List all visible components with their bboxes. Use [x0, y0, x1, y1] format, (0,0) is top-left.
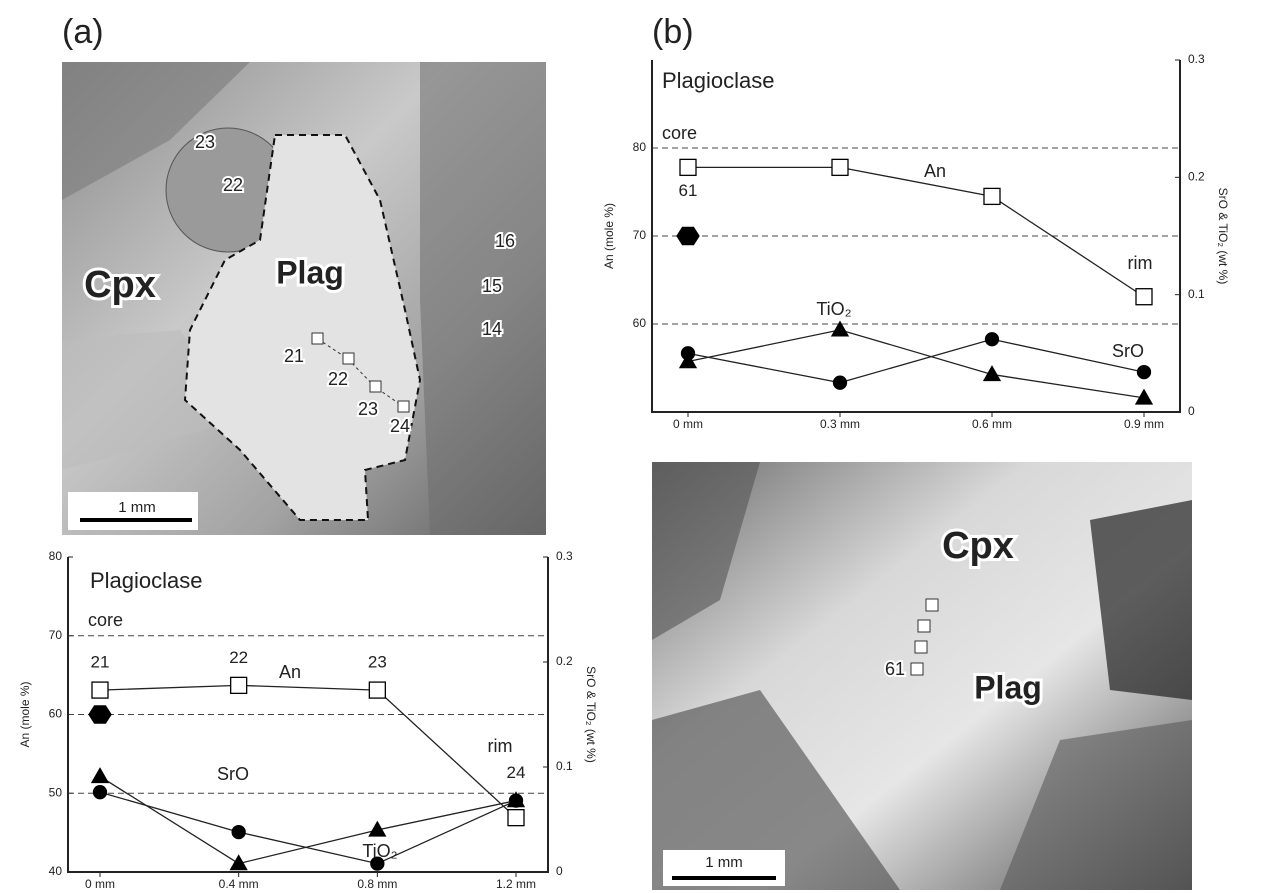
- marker-hexagon: [677, 227, 699, 244]
- figure: (a) 23 22 Cpx Plag 16 15 14 21 22 23 24 1 mm (b) Cpx Pl…: [0, 0, 1262, 893]
- y-tick-label: 80: [49, 549, 63, 563]
- x-tick-label: 0.8 mm: [357, 877, 397, 891]
- image-label: 15: [482, 276, 502, 296]
- y-axis-label: An (mole %): [18, 681, 32, 747]
- y2-axis-label: SrO & TiO₂ (wt %): [1216, 188, 1230, 285]
- image-label: Plag: [276, 254, 344, 290]
- x-tick-label: 0 mm: [673, 417, 703, 431]
- x-tick-label: 1.2 mm: [496, 877, 536, 891]
- chart-title: Plagioclase: [662, 68, 775, 93]
- y-tick-label: 40: [49, 864, 63, 878]
- annotation: rim: [1128, 253, 1153, 273]
- image-label: 21: [284, 346, 304, 366]
- y2-tick-label: 0.1: [556, 759, 573, 773]
- y2-tick-label: 0.3: [556, 549, 573, 563]
- y-tick-label: 70: [633, 228, 647, 242]
- annotation: rim: [488, 736, 513, 756]
- chart: 40 50 60 70 80 0 0.1 0.2 0.3 0 mm 0.4 mm 0.8 mm 1.2 …: [18, 549, 598, 891]
- marker-triangle: [92, 768, 108, 782]
- series-line: [100, 776, 516, 863]
- marker-square: [508, 810, 524, 826]
- series-name: TiO₂: [362, 841, 397, 861]
- series-line: [688, 167, 1144, 296]
- series-name: TiO₂: [816, 299, 851, 319]
- y-tick-label: 60: [633, 316, 647, 330]
- image-label: 22: [328, 369, 348, 389]
- marker-circle: [94, 786, 107, 799]
- point-label: 22: [229, 648, 248, 667]
- image-label: Cpx: [84, 264, 156, 306]
- marker-circle: [232, 826, 245, 839]
- marker-circle: [1138, 366, 1151, 379]
- marker-square: [369, 682, 385, 698]
- marker-square: [231, 677, 247, 693]
- x-tick-label: 0.6 mm: [972, 417, 1012, 431]
- image-label: Plag: [974, 669, 1042, 705]
- x-tick-label: 0.3 mm: [820, 417, 860, 431]
- marker-hexagon: [89, 706, 111, 723]
- image-label: 23: [358, 399, 378, 419]
- series-name: An: [279, 662, 301, 682]
- marker-square: [984, 188, 1000, 204]
- y2-tick-label: 0.1: [1188, 287, 1205, 301]
- x-tick-label: 0.9 mm: [1124, 417, 1164, 431]
- marker-square: [92, 682, 108, 698]
- image-label: 22: [223, 175, 243, 195]
- series-line: [100, 792, 516, 863]
- y2-tick-label: 0: [556, 864, 563, 878]
- image-label: 23: [195, 132, 215, 152]
- x-tick-label: 0 mm: [85, 877, 115, 891]
- annotation: core: [88, 610, 123, 630]
- y-axis-label: An (mole %): [602, 203, 616, 269]
- y2-tick-label: 0.2: [556, 654, 573, 668]
- image-label: 1 mm: [705, 854, 743, 871]
- y-tick-label: 70: [49, 628, 63, 642]
- y-tick-label: 50: [49, 785, 63, 799]
- chart: 60 70 80 0 0.1 0.2 0.3 0 mm 0.3 mm 0.6 mm 0.9 mm An…: [602, 52, 1230, 431]
- annotation: core: [662, 123, 697, 143]
- y-tick-label: 60: [49, 707, 63, 721]
- image-label: 1 mm: [118, 499, 156, 516]
- image-label: 16: [495, 231, 515, 251]
- image-label: 24: [390, 416, 410, 436]
- x-tick-label: 0.4 mm: [219, 877, 259, 891]
- micrograph-b: [652, 462, 1192, 890]
- panel-label: (b): [652, 13, 694, 51]
- series-line: [688, 339, 1144, 382]
- chart-title: Plagioclase: [90, 568, 203, 593]
- image-label: Cpx: [942, 525, 1014, 567]
- y2-axis-label: SrO & TiO₂ (wt %): [584, 666, 598, 763]
- marker-square: [680, 159, 696, 175]
- series-name: SrO: [217, 764, 249, 784]
- point-label: 23: [368, 653, 387, 672]
- y2-tick-label: 0.2: [1188, 170, 1205, 184]
- point-label: 21: [91, 653, 110, 672]
- series-name: An: [924, 161, 946, 181]
- y2-tick-label: 0.3: [1188, 52, 1205, 66]
- image-label: 61: [885, 659, 905, 679]
- series-line: [100, 685, 516, 817]
- marker-circle: [834, 376, 847, 389]
- panel-label: (a): [62, 13, 104, 51]
- y2-tick-label: 0: [1188, 404, 1195, 418]
- image-label: 14: [482, 319, 502, 339]
- marker-circle: [986, 333, 999, 346]
- point-label: 24: [507, 763, 526, 782]
- series-line: [688, 330, 1144, 398]
- marker-square: [1136, 289, 1152, 305]
- y-tick-label: 80: [633, 140, 647, 154]
- marker-square: [832, 159, 848, 175]
- point-label: 61: [679, 181, 698, 200]
- series-name: SrO: [1112, 341, 1144, 361]
